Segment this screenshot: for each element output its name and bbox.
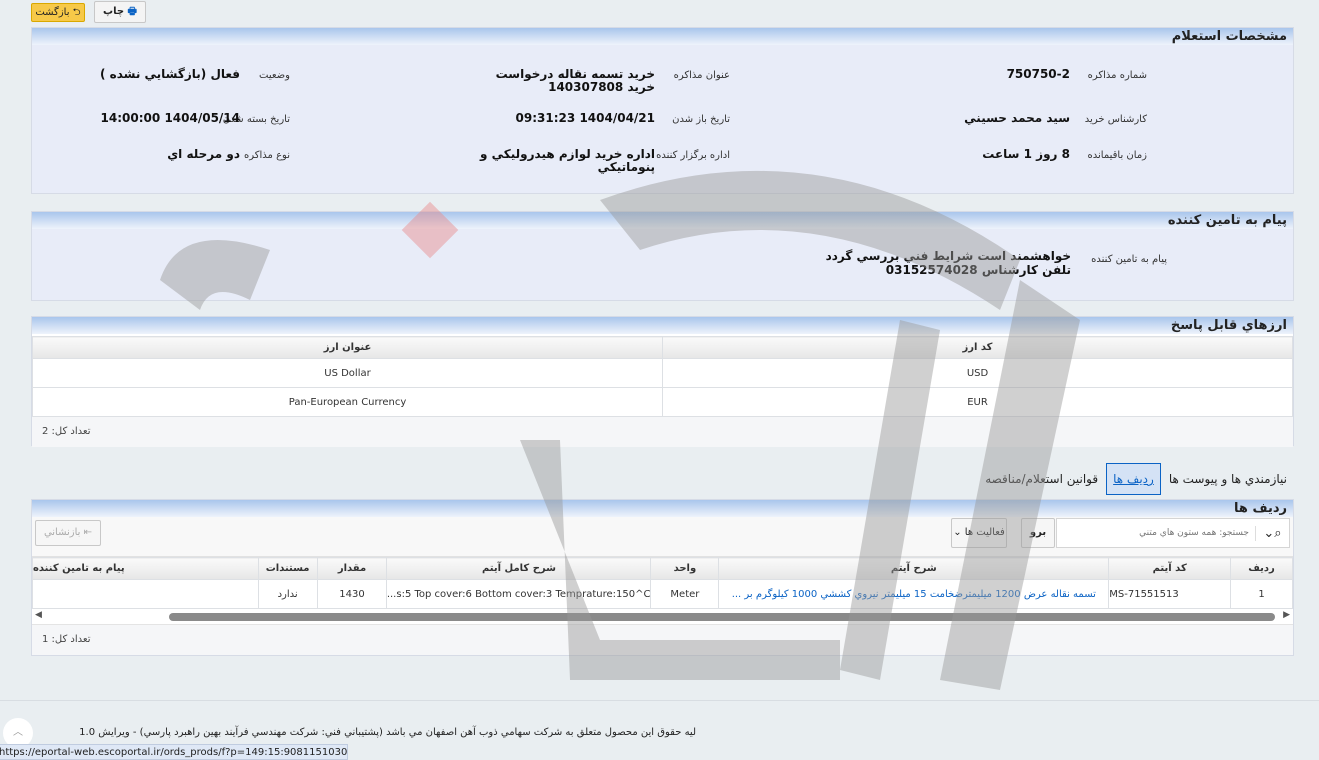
col-currency-title: عنوان ارز xyxy=(32,336,663,359)
tab-requirements[interactable]: نيازمندي ها و پيوست ها xyxy=(1168,472,1287,486)
table-header-row: رديف كد آيتم شرح آيتم واحد شرح كامل آيتم مقدا… xyxy=(32,557,1293,580)
footer-copyright: ليه حقوق اين محصول متعلق به شركت سهامي ذ… xyxy=(79,727,696,738)
go-button[interactable]: برو xyxy=(1021,518,1055,548)
field-value: خريد تسمه نقاله درخواست خريد 140307808 xyxy=(495,67,655,94)
field-value: 8 روز 1 ساعت xyxy=(982,147,1070,161)
reset-button[interactable]: ⇤ بازنشاني xyxy=(35,520,101,546)
table-cell xyxy=(32,579,259,609)
currencies-table: كد ارز عنوان ارز USD US Dollar EUR Pan-Euro… xyxy=(32,336,1293,417)
table-row: 1 MS-71551513 تسمه نقاله عرض 1200 ميليمترض… xyxy=(32,579,1293,609)
scroll-to-top-button[interactable]: ︿ xyxy=(3,718,33,748)
field-label: اداره برگزار كننده xyxy=(656,150,730,161)
column-header[interactable]: پيام به تامين كننده xyxy=(32,557,259,580)
status-url: https://eportal-web.escoportal.ir/ords_p… xyxy=(0,744,348,760)
search-icon[interactable]: ⌕⌄ xyxy=(1255,525,1289,541)
supplier-message-label: پيام به تامين كننده xyxy=(1091,254,1167,265)
field-label: زمان باقيمانده xyxy=(1087,150,1147,161)
field-value: 1404/04/21 09:31:23 xyxy=(515,111,655,125)
field-value: فعال (بازگشايي نشده ) xyxy=(99,67,240,81)
scroll-right-icon[interactable]: ▶ xyxy=(1283,610,1290,620)
field-label: عنوان مذاكره xyxy=(673,70,730,81)
currencies-title: ارزهاي قابل پاسخ xyxy=(32,317,1293,334)
field-label: نوع مذاكره xyxy=(244,150,290,161)
table-cell: Pan-European Currency xyxy=(32,387,663,417)
field-value: اداره خريد لوازم هيدروليكي و پنوماتيكي xyxy=(480,147,655,174)
column-header[interactable]: كد آيتم xyxy=(1108,557,1232,580)
col-currency-code: كد ارز xyxy=(662,336,1293,359)
scroll-left-icon[interactable]: ◀ xyxy=(35,610,42,620)
print-button[interactable]: 🖶 چاپ xyxy=(94,1,146,23)
tab-items[interactable]: رديف ها xyxy=(1106,463,1161,495)
footer-divider xyxy=(0,700,1319,701)
column-header[interactable]: شرح كامل آيتم xyxy=(386,557,652,580)
back-button[interactable]: ⮌ بازگشت xyxy=(31,3,85,22)
table-cell: Meter xyxy=(650,579,720,609)
items-toolbar: ⌕⌄ برو فعاليت ها ⌄ ⇤ بازنشاني xyxy=(32,517,1293,557)
search-box[interactable]: ⌕⌄ xyxy=(1056,518,1290,548)
table-cell: USD xyxy=(662,358,1293,388)
scrollbar-thumb[interactable] xyxy=(169,613,1275,621)
table-cell: MS-71551513 xyxy=(1108,579,1232,609)
table-cell[interactable]: تسمه نقاله عرض 1200 ميليمترضخامت 15 ميلي… xyxy=(718,579,1110,609)
supplier-message-line1: خواهشمند است شرايط فني بررسي گردد xyxy=(825,249,1071,263)
field-value: سيد محمد حسيني xyxy=(964,111,1070,125)
currencies-total: تعداد كل: 2 xyxy=(32,417,1293,447)
items-total: تعداد كل: 1 xyxy=(32,625,1293,655)
field-label: كارشناس خريد xyxy=(1084,114,1147,125)
reset-icon: ⇤ xyxy=(83,527,93,538)
field-value: دو مرحله اي xyxy=(167,147,240,161)
supplier-message-title: پيام به تامين كننده xyxy=(32,212,1293,229)
horizontal-scrollbar[interactable]: ◀ ▶ xyxy=(32,609,1293,625)
supplier-message-line2: تلفن كارشناس 03152574028 xyxy=(885,263,1071,277)
tab-bar: نيازمندي ها و پيوست ها رديف ها قوانين اس… xyxy=(985,463,1287,495)
table-cell: US Dollar xyxy=(32,358,663,388)
search-input[interactable] xyxy=(1065,528,1255,538)
items-table: رديف كد آيتم شرح آيتم واحد شرح كامل آيتم مقدا… xyxy=(32,557,1293,609)
column-header[interactable]: واحد xyxy=(650,557,720,580)
actions-menu-button[interactable]: فعاليت ها ⌄ xyxy=(951,518,1007,548)
table-cell: EUR xyxy=(662,387,1293,417)
chevron-up-icon: ︿ xyxy=(13,727,23,738)
chevron-down-icon: ⌄ xyxy=(953,527,962,538)
details-title: مشخصات استعلام xyxy=(32,28,1293,45)
column-header[interactable]: رديف xyxy=(1230,557,1293,580)
table-cell: 1430 xyxy=(316,579,388,609)
table-header-row: كد ارز عنوان ارز xyxy=(32,336,1293,359)
tab-rules[interactable]: قوانين استعلام/مناقصه xyxy=(985,472,1099,486)
currencies-panel: ارزهاي قابل پاسخ كد ارز عنوان ارز USD US D… xyxy=(31,316,1294,447)
items-panel: رديف ها ⌕⌄ برو فعاليت ها ⌄ ⇤ بازنشاني رد… xyxy=(31,499,1294,656)
field-label: تاريخ باز شدن xyxy=(672,114,730,125)
field-value: 750750-2 xyxy=(1006,67,1070,81)
table-row: USD US Dollar xyxy=(32,358,1293,388)
column-header[interactable]: مقدار xyxy=(316,557,388,580)
table-cell: s:5 Top cover:6 Bottom cover:3 Tempratur… xyxy=(386,579,652,609)
field-value: 1404/05/14 14:00:00 xyxy=(100,111,240,125)
table-cell: ندارد xyxy=(257,579,318,609)
printer-icon: 🖶 xyxy=(127,6,137,17)
field-label: تاريخ بسته شدن xyxy=(222,114,290,125)
supplier-message-panel: پيام به تامين كننده xyxy=(31,211,1294,301)
field-label: وضعيت xyxy=(259,70,290,81)
field-label: شماره مذاكره xyxy=(1087,70,1147,81)
actions-label: فعاليت ها xyxy=(964,527,1005,538)
details-panel: مشخصات استعلام xyxy=(31,27,1294,194)
table-row: EUR Pan-European Currency xyxy=(32,387,1293,417)
reset-label: بازنشاني xyxy=(43,527,81,538)
column-header[interactable]: مستندات xyxy=(257,557,318,580)
back-icon: ⮌ xyxy=(72,7,81,18)
table-cell: 1 xyxy=(1230,579,1293,609)
items-title: رديف ها xyxy=(32,500,1293,517)
column-header[interactable]: شرح آيتم xyxy=(718,557,1110,580)
